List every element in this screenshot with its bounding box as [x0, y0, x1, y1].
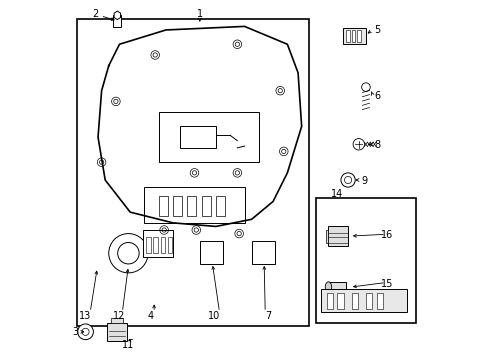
Bar	[144, 187, 244, 223]
Bar	[173, 196, 182, 216]
Bar	[346, 30, 349, 42]
Circle shape	[108, 234, 148, 273]
Bar	[251, 241, 274, 264]
Bar	[159, 112, 258, 162]
Bar	[328, 226, 347, 246]
Bar	[113, 15, 121, 27]
Bar	[159, 196, 167, 216]
Bar	[365, 293, 372, 309]
Bar	[110, 318, 123, 323]
Circle shape	[361, 83, 369, 91]
Text: 8: 8	[373, 140, 380, 150]
Text: 11: 11	[122, 340, 134, 350]
Bar	[160, 237, 164, 253]
Polygon shape	[114, 11, 121, 19]
Bar	[342, 28, 365, 44]
Bar	[351, 293, 357, 309]
Bar	[77, 19, 308, 327]
Ellipse shape	[325, 282, 331, 293]
Text: 10: 10	[207, 311, 220, 321]
Bar	[356, 30, 360, 42]
Bar	[167, 237, 172, 253]
Bar	[328, 282, 346, 293]
Bar	[107, 323, 126, 342]
Text: 1: 1	[196, 9, 203, 19]
Bar	[187, 196, 196, 216]
Circle shape	[352, 139, 364, 150]
Bar	[321, 289, 406, 312]
Circle shape	[78, 324, 93, 340]
Text: 3: 3	[72, 327, 78, 337]
Text: 7: 7	[265, 311, 271, 321]
Bar	[180, 126, 216, 148]
Text: 14: 14	[330, 189, 343, 199]
Bar	[142, 230, 173, 257]
Bar	[315, 198, 415, 323]
Bar	[376, 293, 382, 309]
Text: 16: 16	[381, 230, 393, 240]
Text: 6: 6	[374, 91, 380, 101]
Text: 4: 4	[147, 311, 153, 321]
Text: 12: 12	[112, 311, 125, 321]
Text: 5: 5	[374, 25, 380, 35]
Text: 15: 15	[381, 279, 393, 289]
Bar	[201, 196, 210, 216]
Bar	[153, 237, 157, 253]
Bar	[216, 196, 224, 216]
Circle shape	[340, 173, 354, 187]
Bar	[200, 241, 223, 264]
Bar	[326, 293, 332, 309]
Bar	[337, 293, 343, 309]
Text: 2: 2	[92, 9, 99, 19]
Bar	[351, 30, 354, 42]
Text: 9: 9	[361, 176, 367, 186]
Bar	[325, 230, 328, 243]
Text: 13: 13	[79, 311, 91, 321]
Bar	[146, 237, 150, 253]
